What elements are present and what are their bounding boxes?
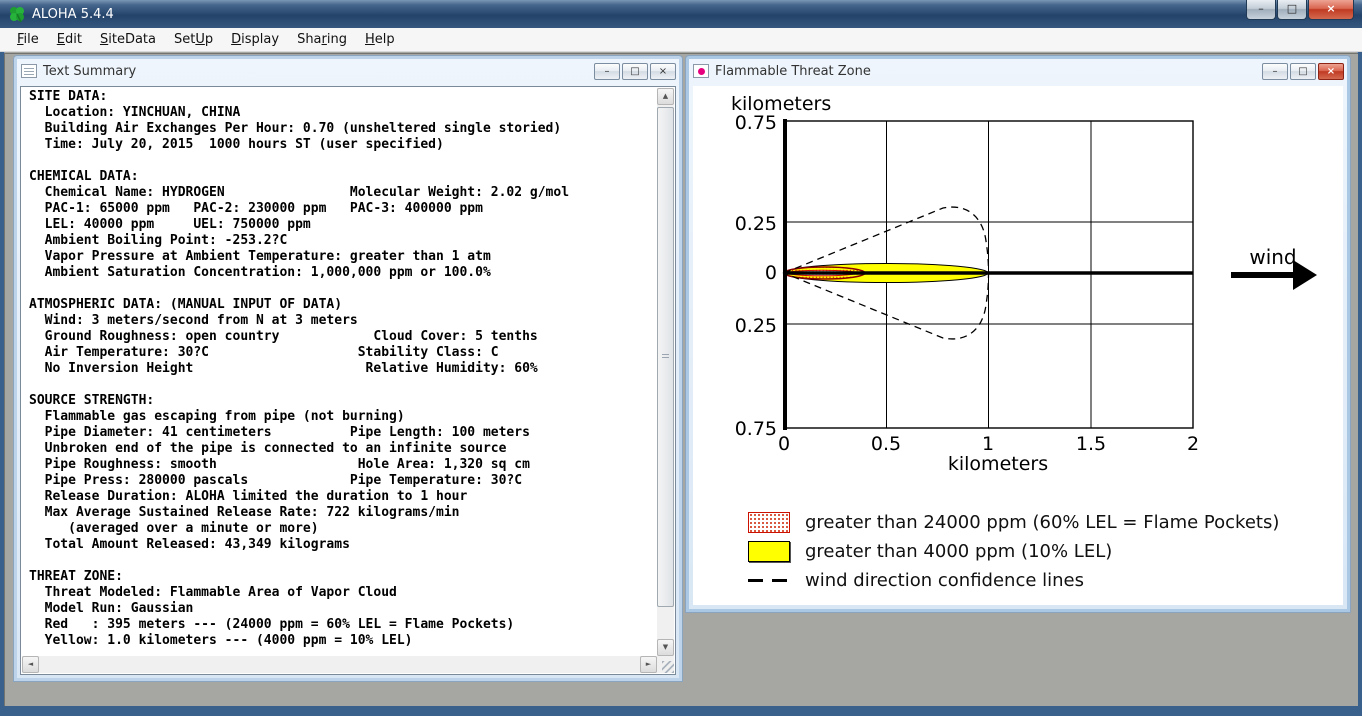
y-tick: 0.75 — [735, 112, 777, 134]
scroll-up-icon[interactable]: ▲ — [657, 88, 674, 105]
menu-edit[interactable]: Edit — [56, 32, 82, 47]
x-tick: 0.5 — [871, 433, 901, 455]
x-axis-title: kilometers — [948, 453, 1048, 475]
wind-label: wind — [1249, 245, 1296, 269]
y-axis-title: kilometers — [731, 93, 831, 115]
yellow-zone-swatch-icon — [748, 541, 790, 562]
dashed-line-swatch-icon — [748, 579, 790, 582]
wind-arrow-head-icon — [1293, 260, 1317, 290]
text-summary-window: Text Summary – □ × SITE DATA: Location: … — [14, 56, 682, 681]
vertical-scrollbar[interactable]: ▲ ▼ — [657, 88, 674, 656]
mdi-workspace: Text Summary – □ × SITE DATA: Location: … — [4, 53, 1358, 706]
legend-label-yellow: greater than 4000 ppm (10% LEL) — [805, 541, 1113, 562]
horizontal-scrollbar[interactable]: ◄ ► — [22, 656, 657, 673]
threat-zone-window-icon — [693, 64, 709, 78]
wind-confidence-lines — [782, 206, 990, 340]
text-summary-minimize-button[interactable]: – — [594, 62, 620, 80]
legend-row-yellow: greater than 4000 ppm (10% LEL) — [748, 537, 1343, 566]
wind-annotation: wind — [1231, 245, 1317, 290]
x-tick: 0 — [778, 433, 790, 455]
text-summary-content: SITE DATA: Location: YINCHUAN, CHINA Bui… — [20, 86, 676, 675]
legend-row-red: greater than 24000 ppm (60% LEL = Flame … — [748, 508, 1343, 537]
menu-help[interactable]: Help — [365, 32, 395, 47]
y-tick: 0 — [765, 262, 777, 284]
flammable-threat-zone-window: Flammable Threat Zone – □ × kilometers — [686, 56, 1350, 612]
threat-zone-title: Flammable Threat Zone — [715, 63, 871, 79]
text-summary-window-icon — [21, 64, 37, 78]
threat-zone-minimize-button[interactable]: – — [1262, 62, 1288, 80]
y-tick: 0.25 — [735, 213, 777, 235]
menu-setup[interactable]: SetUp — [173, 32, 214, 47]
text-summary-titlebar[interactable]: Text Summary – □ × — [17, 59, 679, 83]
close-button[interactable]: × — [1308, 0, 1354, 20]
x-tick: 1.5 — [1076, 433, 1106, 455]
x-tick: 1 — [982, 433, 994, 455]
y-tick: 0.75 — [735, 418, 777, 440]
text-summary-text: SITE DATA: Location: YINCHUAN, CHINA Bui… — [29, 89, 570, 648]
legend-label-red: greater than 24000 ppm (60% LEL = Flame … — [805, 512, 1280, 533]
aloha-logo-icon — [10, 7, 24, 23]
menu-file[interactable]: File — [17, 32, 39, 47]
threat-zone-legend: greater than 24000 ppm (60% LEL = Flame … — [748, 508, 1343, 595]
threat-zone-titlebar[interactable]: Flammable Threat Zone – □ × — [689, 59, 1347, 83]
main-titlebar: ALOHA 5.4.4 – □ × — [0, 0, 1362, 28]
scroll-down-icon[interactable]: ▼ — [657, 639, 674, 656]
legend-label-confidence: wind direction confidence lines — [805, 570, 1084, 591]
threat-zone-maximize-button[interactable]: □ — [1290, 62, 1316, 80]
text-summary-close-button[interactable]: × — [650, 62, 676, 80]
scroll-left-icon[interactable]: ◄ — [22, 656, 39, 673]
text-summary-maximize-button[interactable]: □ — [622, 62, 648, 80]
threat-zone-content: kilometers kilometers 0.75 0.25 0 0.25 0… — [693, 86, 1343, 605]
legend-row-confidence: wind direction confidence lines — [748, 566, 1343, 595]
main-window-title: ALOHA 5.4.4 — [32, 6, 114, 22]
menu-display[interactable]: Display — [231, 32, 280, 47]
menubar: File Edit SiteData SetUp Display Sharing… — [0, 28, 1362, 52]
red-zone-swatch-icon — [748, 512, 790, 533]
maximize-button[interactable]: □ — [1277, 0, 1307, 20]
threat-zone-plot: kilometers kilometers 0.75 0.25 0 0.25 0… — [731, 93, 1317, 475]
y-tick: 0.25 — [735, 315, 777, 337]
threat-zone-close-button[interactable]: × — [1318, 62, 1344, 80]
x-tick: 2 — [1187, 433, 1199, 455]
menu-sitedata[interactable]: SiteData — [99, 32, 156, 47]
resize-grip[interactable] — [657, 656, 674, 673]
vertical-scrollbar-thumb[interactable] — [657, 107, 674, 607]
text-summary-title: Text Summary — [43, 63, 137, 79]
minimize-button[interactable]: – — [1246, 0, 1276, 20]
scroll-right-icon[interactable]: ► — [640, 656, 657, 673]
menu-sharing[interactable]: Sharing — [297, 32, 347, 47]
